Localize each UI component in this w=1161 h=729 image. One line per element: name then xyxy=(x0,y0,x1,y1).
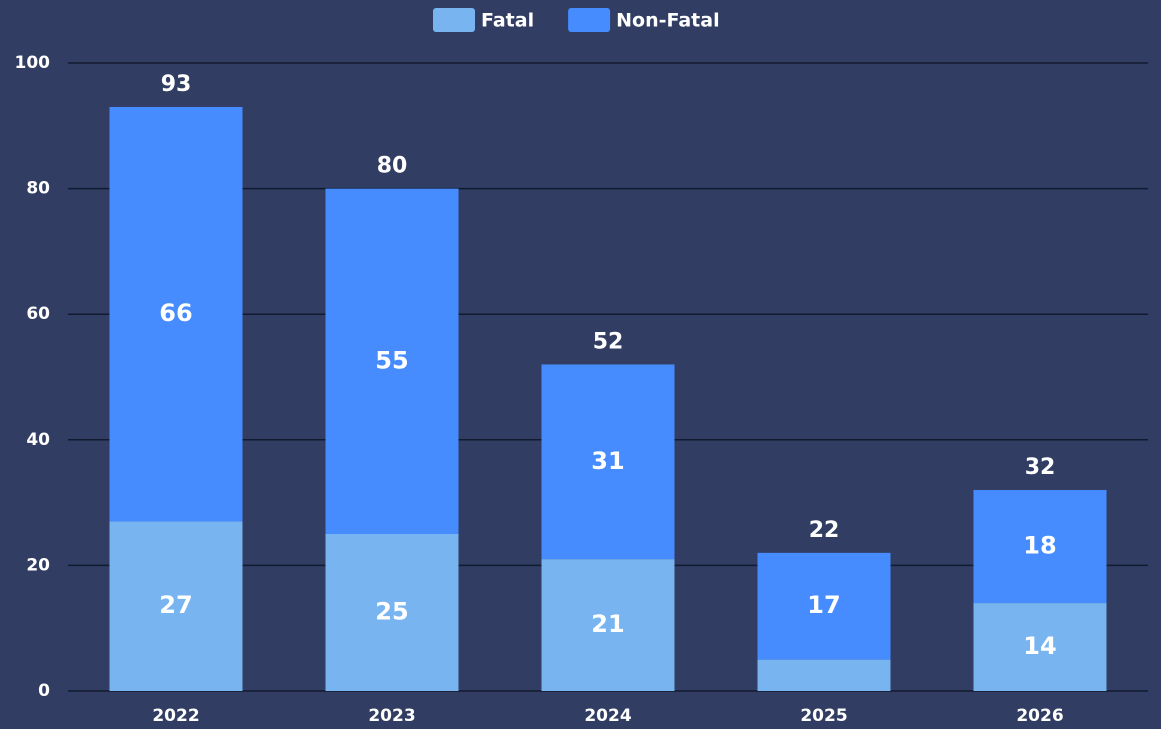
x-tick-label: 2025 xyxy=(800,706,847,726)
x-tick-label: 2023 xyxy=(368,706,415,726)
total-label: 32 xyxy=(1025,455,1056,480)
x-tick-label: 2024 xyxy=(584,706,631,726)
bar-segment xyxy=(325,534,459,691)
y-tick-label: 100 xyxy=(15,53,51,73)
legend-swatch xyxy=(568,8,611,32)
y-tick-label: 40 xyxy=(26,430,50,450)
segment-label: 31 xyxy=(591,447,624,475)
y-tick-label: 60 xyxy=(26,304,50,324)
y-tick-label: 20 xyxy=(26,555,50,575)
segment-label: 27 xyxy=(159,591,192,619)
total-label: 93 xyxy=(161,72,192,97)
y-tick-label: 0 xyxy=(38,681,50,701)
segment-label: 21 xyxy=(591,610,624,638)
bar-segment xyxy=(109,106,243,522)
segment-label: 66 xyxy=(159,299,192,327)
bar-segment xyxy=(109,521,243,691)
segment-label: 25 xyxy=(375,598,408,626)
segment-label: 18 xyxy=(1023,532,1056,560)
bar-segment xyxy=(757,552,891,660)
bar-segment xyxy=(541,364,675,560)
y-tick-label: 80 xyxy=(26,179,50,199)
bar-segment xyxy=(541,559,675,691)
x-tick-label: 2026 xyxy=(1016,706,1063,726)
legend-swatch xyxy=(433,8,475,32)
bar-segment xyxy=(325,188,459,534)
bar-segment xyxy=(757,659,891,691)
segment-label: 17 xyxy=(807,591,840,619)
segment-label: 55 xyxy=(375,346,408,374)
total-label: 52 xyxy=(593,329,624,354)
total-label: 80 xyxy=(377,154,408,179)
bar-segment xyxy=(973,490,1107,604)
x-tick-label: 2022 xyxy=(152,706,199,726)
bar-segment xyxy=(973,603,1107,691)
segment-label: 14 xyxy=(1023,632,1056,660)
legend-label: Fatal xyxy=(481,10,534,32)
legend-label: Non-Fatal xyxy=(616,10,719,32)
total-label: 22 xyxy=(809,518,840,543)
